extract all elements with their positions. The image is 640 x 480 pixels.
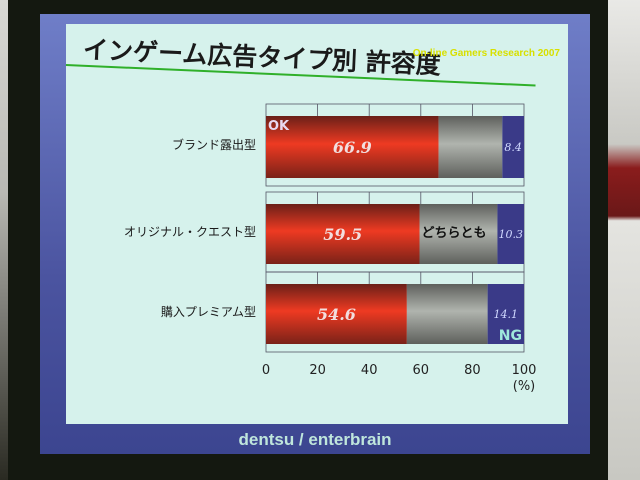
data-label: 54.6 [317, 305, 356, 324]
x-tick-label: 80 [464, 363, 481, 378]
bar-neutral [438, 116, 503, 178]
bar-ok [266, 116, 439, 178]
x-tick-label: 100 [512, 363, 537, 378]
data-label: 59.5 [323, 225, 362, 244]
x-tick-label: 40 [361, 363, 378, 378]
bar-ng [497, 204, 524, 264]
chart: 66.9 8.4 ブランド露出型 59.5 10.3 オリジナル・クエスト型 54.6 14.… [124, 103, 537, 394]
bar-ok [266, 284, 407, 344]
category-label: オリジナル・クエスト型 [124, 225, 256, 239]
x-unit-label: (%) [513, 379, 536, 394]
bar-ng [487, 284, 524, 344]
legend-ng: NG [499, 328, 522, 344]
category-label: ブランド露出型 [172, 137, 256, 152]
data-label: 66.9 [333, 138, 372, 157]
x-tick-label: 0 [262, 363, 270, 378]
slide-subtitle: On-line Gamers Research 2007 [412, 48, 560, 59]
data-label: 14.1 [494, 308, 519, 321]
bar-ok [266, 204, 420, 264]
bar-neutral [419, 204, 498, 264]
data-label: 8.4 [504, 141, 522, 154]
x-tick-label: 20 [309, 363, 326, 378]
data-label: 10.3 [498, 228, 523, 241]
slide-footer: dentsu / enterbrain [238, 430, 392, 449]
category-label: 購入プレミアム型 [161, 305, 256, 319]
legend-ok: OK [268, 119, 290, 134]
legend-neutral: どちらとも [422, 226, 487, 241]
slide: インゲーム広告タイプ別 許容度 On-line Gamers Research … [40, 14, 590, 454]
bar-neutral [406, 284, 488, 344]
bar-ng [502, 116, 524, 178]
slide-panel: インゲーム広告タイプ別 許容度 On-line Gamers Research … [65, 24, 568, 424]
x-tick-label: 60 [413, 363, 430, 378]
